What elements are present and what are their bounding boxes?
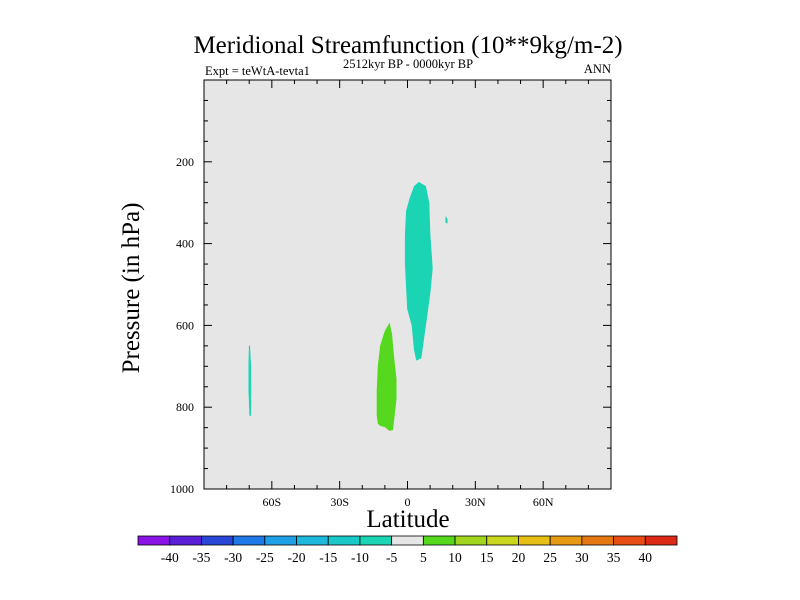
colorbar-swatch [454,535,488,546]
colorbar-swatch [486,535,519,546]
axis-ticks [203,80,612,490]
colorbar-swatch [201,535,234,546]
x-tick-label: 60N [533,495,554,509]
x-tick-label: 0 [405,495,411,509]
y-tick-label: 600 [176,318,194,332]
colorbar-label: 10 [448,550,462,565]
colorbar-swatch [391,535,424,546]
colorbar-swatch [327,535,361,546]
colorbar [137,535,678,546]
colorbar-label: 30 [575,550,589,565]
contour-region-3 [445,216,448,224]
colorbar-label: 5 [420,550,427,565]
colorbar-swatch [644,535,678,546]
x-tick-label: 30N [465,495,486,509]
colorbar-swatch [359,535,393,546]
y-tick-label: 1000 [170,482,194,496]
chart-title: Meridional Streamfunction (10**9kg/m-2) [193,32,622,59]
colorbar-label: -20 [288,550,306,565]
y-tick-label: 200 [176,155,194,169]
contour-regions [248,181,448,431]
contour-region-4 [376,322,397,431]
y-tick-label: 800 [176,400,194,414]
colorbar-swatch [518,535,551,546]
colorbar-label: 35 [607,550,621,565]
y-tick-label: 400 [176,237,194,251]
plot-area: 60S 30S 0 30N 60N 200 400 600 800 1000 [170,79,612,509]
colorbar-swatch [137,535,171,546]
contour-region-2 [248,345,252,416]
colorbar-label: -25 [256,550,274,565]
colorbar-label: -40 [161,550,179,565]
colorbar-label: 40 [639,550,653,565]
colorbar-swatch [169,535,202,546]
colorbar-swatch [581,535,614,546]
x-tick-label: 60S [262,495,281,509]
colorbar-label: -10 [351,550,369,565]
axis-tick-labels: 60S 30S 0 30N 60N 200 400 600 800 1000 [170,155,554,509]
colorbar-swatch [422,535,456,546]
colorbar-label: -30 [224,550,242,565]
x-tick-label: 30S [330,495,349,509]
colorbar-label: -5 [386,550,397,565]
colorbar-label: 15 [480,550,494,565]
colorbar-label: 20 [512,550,526,565]
colorbar-swatch [613,535,646,546]
experiment-label: Expt = teWtA-tevta1 [205,64,310,78]
colorbar-swatch [232,535,266,546]
colorbar-swatch [549,535,583,546]
y-axis-label: Pressure (in hPa) [118,203,145,374]
colorbar-swatch [296,535,329,546]
colorbar-swatch [264,535,297,546]
colorbar-labels: -40 -35 -30 -25 -20 -15 -10 -5 5 10 15 20 25 30 35 40 [161,550,653,565]
colorbar-label: -35 [192,550,210,565]
x-axis-label: Latitude [366,506,449,533]
time-range-label: 2512kyr BP - 0000kyr BP [343,57,473,71]
season-label: ANN [584,62,611,76]
colorbar-label: -15 [319,550,337,565]
colorbar-label: 25 [543,550,557,565]
contour-region-1 [404,181,433,361]
